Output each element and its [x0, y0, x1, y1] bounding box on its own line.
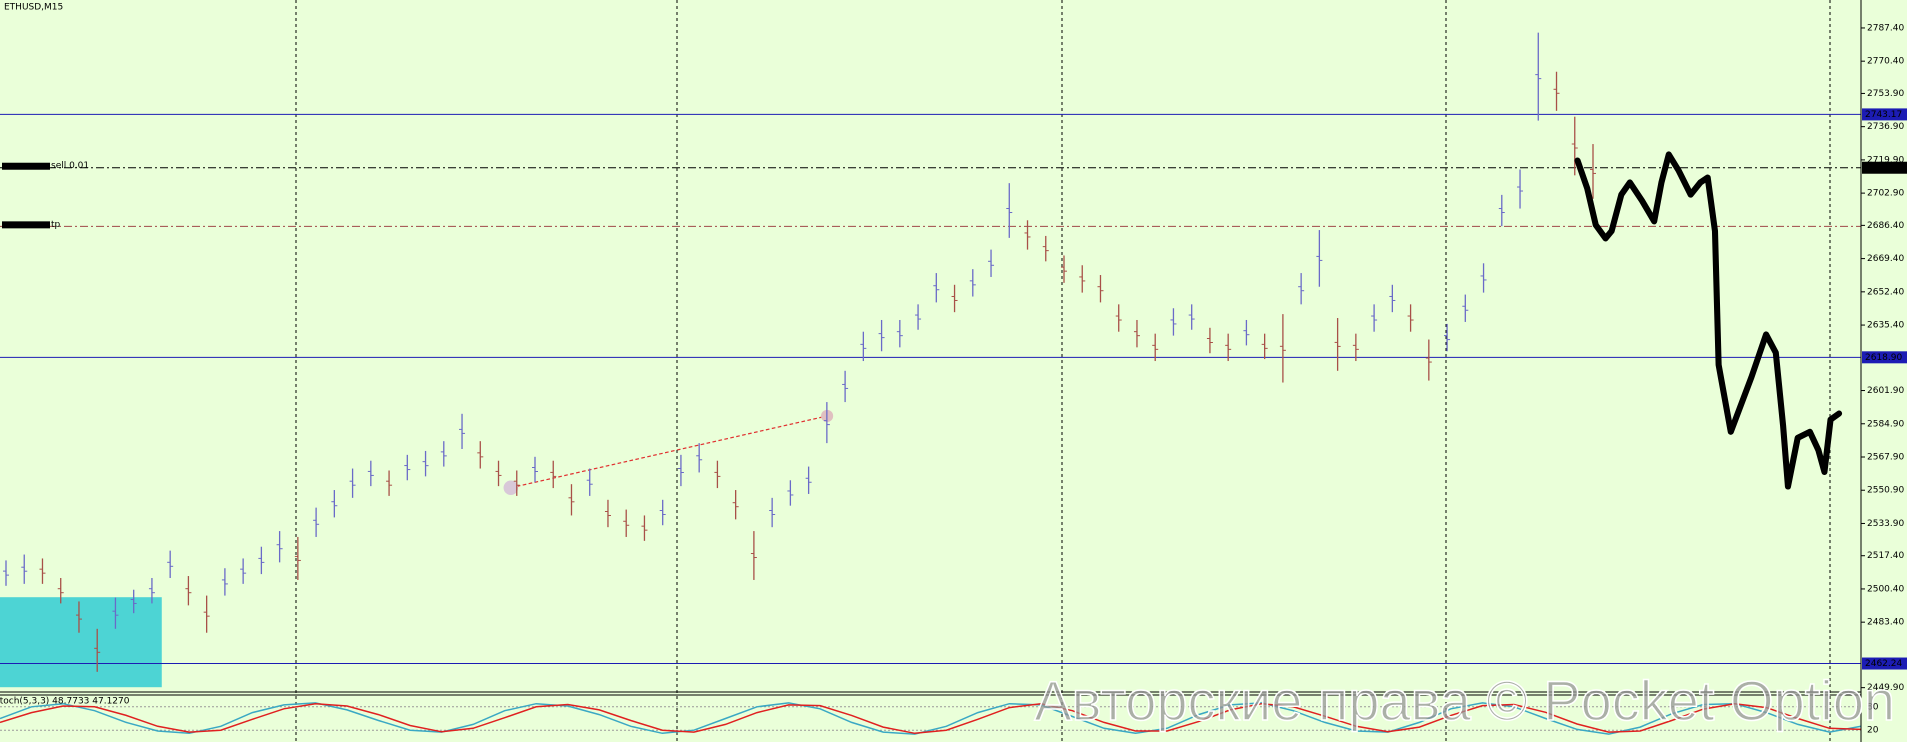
y-tick-label: 2787.40 [1867, 23, 1904, 33]
indicator-title: Stoch(5,3,3) 48.7733 47.1270 [0, 697, 130, 707]
y-tick-label: 2736.90 [1867, 122, 1904, 132]
price-label: 2715.89 [1865, 163, 1902, 173]
y-tick-label: 2500.40 [1867, 584, 1904, 594]
price-label: 2743.17 [1865, 110, 1902, 120]
stoch-tick-label: 20 [1867, 726, 1879, 736]
y-tick-label: 2652.40 [1867, 287, 1904, 297]
y-tick-label: 2584.90 [1867, 419, 1904, 429]
zone-box [0, 597, 162, 688]
forecast-line [1574, 151, 1843, 490]
level-text: tp [51, 220, 61, 230]
y-tick-label: 2635.40 [1867, 321, 1904, 331]
y-tick-label: 2753.90 [1867, 89, 1904, 99]
watermark: Авторские права © Pocket Option [1034, 669, 1895, 732]
level-text: sell 0.01 [51, 161, 89, 171]
price-label-bg [1862, 161, 1907, 174]
y-tick-label: 2719.90 [1867, 155, 1904, 165]
redaction [2, 162, 50, 170]
y-tick-label: 2550.90 [1867, 486, 1904, 496]
redaction [2, 221, 50, 229]
y-tick-label: 2533.90 [1867, 519, 1904, 529]
chart-title: ETHUSD,M15 [4, 3, 63, 13]
trend-anchor [503, 480, 519, 496]
price-label-bg [1862, 108, 1907, 121]
stoch-tick-label: 80 [1867, 702, 1879, 712]
y-tick-label: 2686.40 [1867, 221, 1904, 231]
y-tick-label: 2702.90 [1867, 189, 1904, 199]
stoch-line [0, 702, 1862, 735]
y-tick-label: 2601.90 [1867, 386, 1904, 396]
y-tick-label: 2567.90 [1867, 453, 1904, 463]
price-label: 2462.24 [1865, 659, 1902, 669]
y-tick-label: 2483.40 [1867, 618, 1904, 628]
y-tick-label: 2449.90 [1867, 683, 1904, 693]
plot-layer: 2787.40 2770.40 2753.90 2736.90 2719.90 2702.… [0, 23, 1907, 736]
forecast [1574, 151, 1843, 490]
time-separators [295, 0, 1831, 742]
y-tick-label: 2669.40 [1867, 254, 1904, 264]
price-label-bg [1862, 657, 1907, 670]
y-tick-label: 2517.40 [1867, 551, 1904, 561]
y-tick-label: 2770.40 [1867, 57, 1904, 67]
trend-line [510, 415, 828, 489]
stoch-line [0, 702, 1862, 735]
price-label: 2618.90 [1865, 353, 1902, 363]
price-label-bg [1862, 351, 1907, 364]
